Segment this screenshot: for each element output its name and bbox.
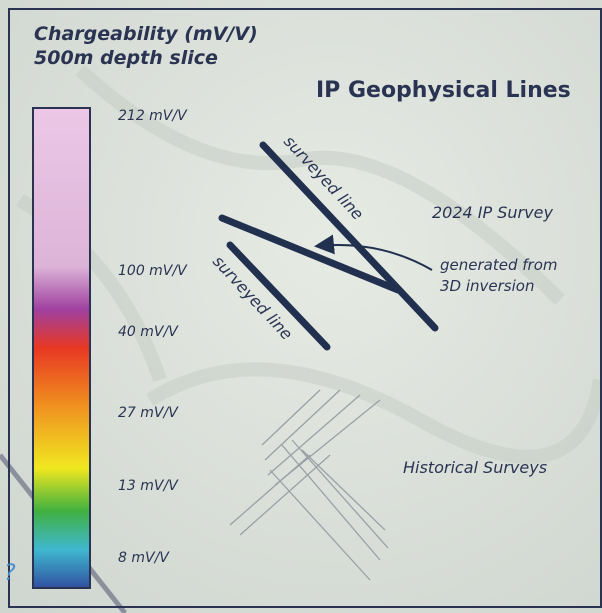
colorbar-label: 40 mV/V bbox=[118, 324, 179, 340]
colorbar-label: 27 mV/V bbox=[118, 405, 179, 421]
layer-title: IP Geophysical Lines bbox=[316, 78, 571, 103]
legend-title: Chargeability (mV/V) bbox=[34, 23, 258, 45]
colorbar-label: 212 mV/V bbox=[118, 108, 188, 124]
colorbar-label: 100 mV/V bbox=[118, 263, 188, 279]
colorbar-label: 8 mV/V bbox=[118, 550, 170, 566]
colorbar-label: 13 mV/V bbox=[118, 478, 179, 494]
arrow-note: generated from bbox=[440, 256, 557, 274]
map-legend: Chargeability (mV/V) 500m depth slice IP… bbox=[0, 0, 602, 613]
survey-label: 2024 IP Survey bbox=[432, 203, 553, 222]
colorbar bbox=[33, 108, 90, 588]
annotation: ? bbox=[4, 561, 16, 586]
arrow-note: 3D inversion bbox=[440, 277, 534, 295]
historical-label: Historical Surveys bbox=[403, 458, 547, 477]
legend-subtitle: 500m depth slice bbox=[34, 47, 218, 69]
